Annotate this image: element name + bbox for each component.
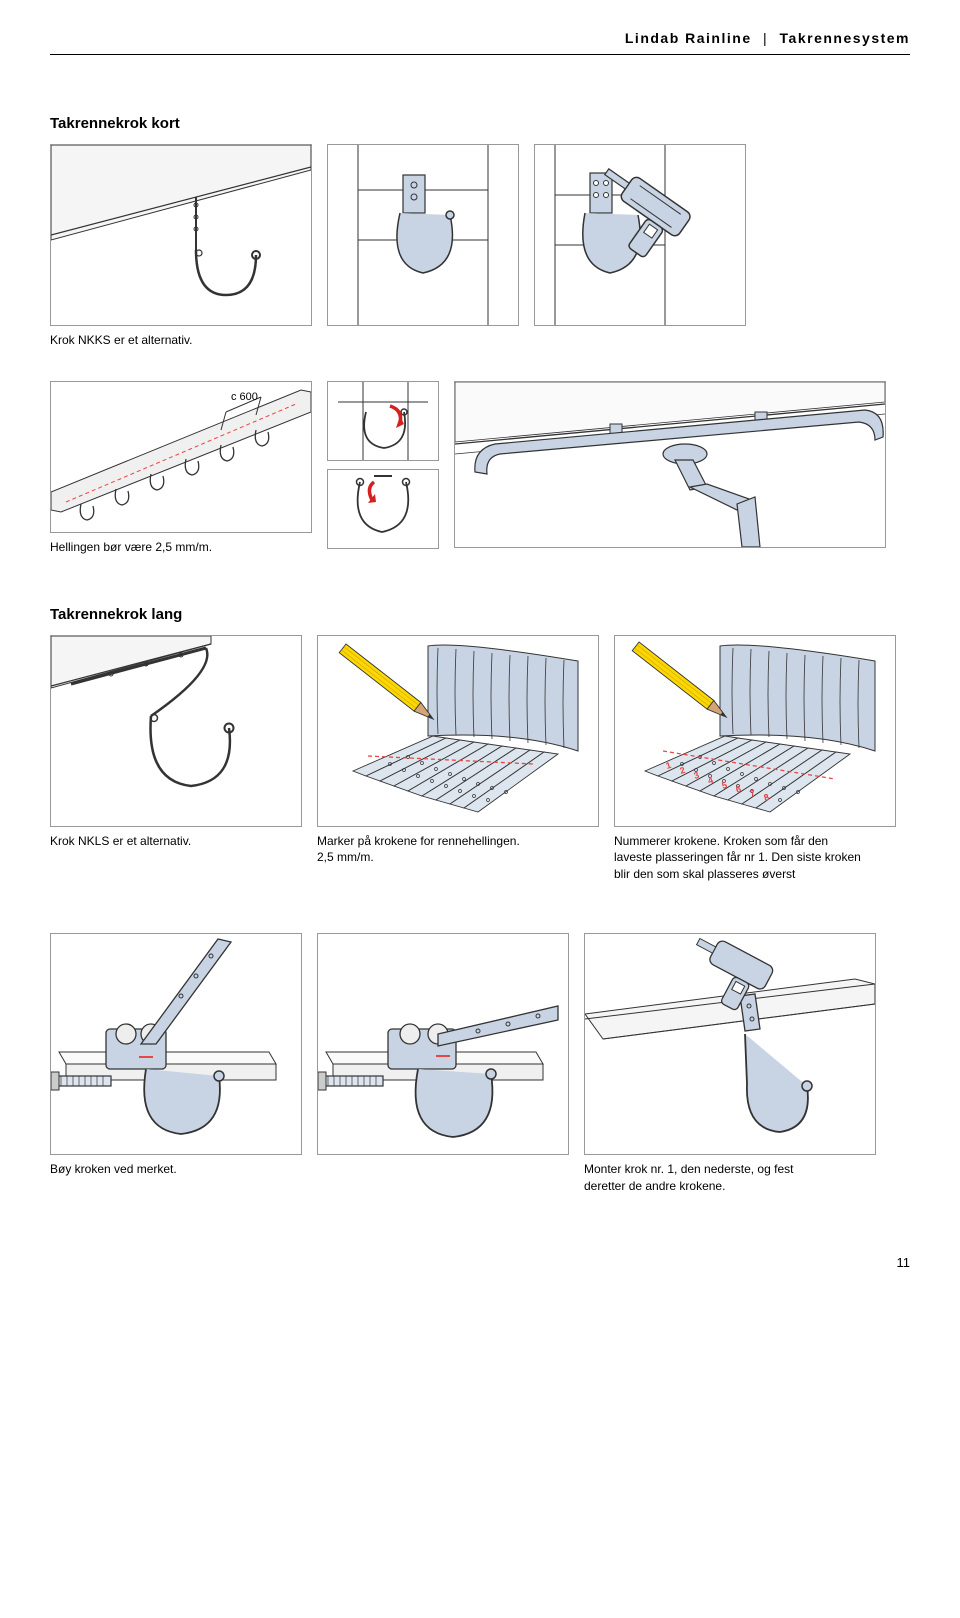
caption-numbering: Nummerer krokene. Kroken som får den lav… bbox=[614, 833, 864, 883]
section1-title: Takrennekrok kort bbox=[50, 115, 910, 132]
page-number: 11 bbox=[50, 1255, 910, 1270]
arrow-panels bbox=[327, 381, 439, 549]
panel-pencil-number: 1 2 3 4 5 6 7 8 bbox=[614, 635, 896, 827]
col-mount: Monter krok nr. 1, den nederste, og fest… bbox=[584, 933, 876, 1215]
caption-nkks: Krok NKKS er et alternativ. bbox=[50, 332, 300, 349]
panel-nkls-alt bbox=[50, 635, 302, 827]
caption-mark: Marker på krokene for rennehellingen. 2,… bbox=[317, 833, 567, 867]
panel-install-1 bbox=[327, 144, 519, 326]
col-nkls: Krok NKLS er et alternativ. bbox=[50, 635, 302, 870]
caption-mount: Monter krok nr. 1, den nederste, og fest… bbox=[584, 1161, 834, 1195]
panel-arrow-top bbox=[327, 381, 439, 461]
col-number: 1 2 3 4 5 6 7 8 Nummere bbox=[614, 635, 896, 903]
panel-group-1a: Krok NKKS er et alternativ. bbox=[50, 144, 312, 369]
system-text: Takrennesystem bbox=[780, 30, 910, 46]
panel-bend-1 bbox=[50, 933, 302, 1155]
page-header: Lindab Rainline | Takrennesystem bbox=[50, 30, 910, 55]
caption-nkls: Krok NKLS er et alternativ. bbox=[50, 833, 300, 850]
caption-bend: Bøy kroken ved merket. bbox=[50, 1161, 300, 1178]
section2-title: Takrennekrok lang bbox=[50, 606, 910, 623]
panel-nkks-alt bbox=[50, 144, 312, 326]
c600-label: c 600 bbox=[231, 391, 258, 403]
panel-gutter-overview bbox=[454, 381, 886, 548]
caption-slope: Hellingen bør være 2,5 mm/m. bbox=[50, 539, 300, 556]
header-divider: | bbox=[763, 30, 768, 46]
section2-row: Krok NKLS er et alternativ. bbox=[50, 635, 910, 903]
section3-row: Bøy kroken ved merket. bbox=[50, 933, 910, 1215]
col-bend1: Bøy kroken ved merket. bbox=[50, 933, 302, 1198]
col-bend2 bbox=[317, 933, 569, 1155]
brand-text: Lindab Rainline bbox=[625, 30, 752, 46]
panel-mount bbox=[584, 933, 876, 1155]
panel-bend-2 bbox=[317, 933, 569, 1155]
col-mark: Marker på krokene for rennehellingen. 2,… bbox=[317, 635, 599, 887]
panel-arrow-bottom bbox=[327, 469, 439, 549]
section1-row2: c 600 Hellingen bør være 2,5 mm/m. bbox=[50, 381, 910, 576]
panel-pencil-mark bbox=[317, 635, 599, 827]
section1-row1: Krok NKKS er et alternativ. bbox=[50, 144, 910, 369]
panel-c600: c 600 bbox=[50, 381, 312, 533]
panel-group-c600: c 600 Hellingen bør være 2,5 mm/m. bbox=[50, 381, 312, 576]
panel-install-2 bbox=[534, 144, 746, 326]
